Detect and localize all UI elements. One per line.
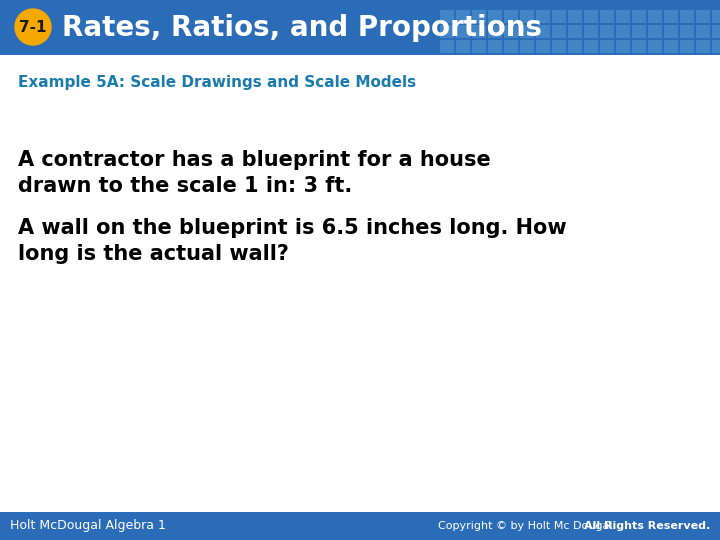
Bar xyxy=(456,25,470,38)
Bar xyxy=(0,512,720,540)
Bar xyxy=(584,40,598,53)
Bar xyxy=(552,10,566,23)
Text: Example 5A: Scale Drawings and Scale Models: Example 5A: Scale Drawings and Scale Mod… xyxy=(18,75,416,90)
Bar xyxy=(648,25,662,38)
Bar xyxy=(440,10,454,23)
Bar xyxy=(504,25,518,38)
Bar xyxy=(680,25,694,38)
Bar xyxy=(504,40,518,53)
Bar xyxy=(712,10,720,23)
Bar xyxy=(568,25,582,38)
Bar xyxy=(520,10,534,23)
Bar xyxy=(680,10,694,23)
Bar xyxy=(632,40,646,53)
Bar xyxy=(536,40,550,53)
Bar xyxy=(616,25,630,38)
Bar xyxy=(664,40,678,53)
Bar xyxy=(696,10,710,23)
Bar xyxy=(440,40,454,53)
Bar xyxy=(536,25,550,38)
Bar xyxy=(680,40,694,53)
Bar xyxy=(616,10,630,23)
Bar xyxy=(440,25,454,38)
Text: Rates, Ratios, and Proportions: Rates, Ratios, and Proportions xyxy=(62,14,542,42)
Text: A wall on the blueprint is 6.5 inches long. How: A wall on the blueprint is 6.5 inches lo… xyxy=(18,218,567,238)
Text: All Rights Reserved.: All Rights Reserved. xyxy=(584,521,710,531)
Bar xyxy=(600,25,614,38)
Bar xyxy=(696,40,710,53)
Bar xyxy=(712,40,720,53)
Bar xyxy=(616,40,630,53)
Bar xyxy=(456,40,470,53)
Bar xyxy=(568,10,582,23)
Bar xyxy=(648,10,662,23)
Bar xyxy=(520,25,534,38)
Bar xyxy=(488,10,502,23)
Bar xyxy=(600,10,614,23)
Bar xyxy=(488,40,502,53)
Bar xyxy=(696,25,710,38)
Bar xyxy=(584,25,598,38)
Text: Copyright © by Holt Mc Dougal.: Copyright © by Holt Mc Dougal. xyxy=(438,521,620,531)
Text: drawn to the scale 1 in: 3 ft.: drawn to the scale 1 in: 3 ft. xyxy=(18,176,352,196)
Bar xyxy=(536,10,550,23)
Text: long is the actual wall?: long is the actual wall? xyxy=(18,244,289,264)
Bar xyxy=(664,25,678,38)
Bar xyxy=(632,10,646,23)
Bar xyxy=(472,25,486,38)
Text: 7-1: 7-1 xyxy=(19,19,47,35)
Bar xyxy=(648,40,662,53)
Bar xyxy=(504,10,518,23)
Bar xyxy=(472,10,486,23)
Bar xyxy=(520,40,534,53)
Bar xyxy=(472,40,486,53)
Bar xyxy=(0,0,720,55)
Bar xyxy=(552,40,566,53)
Bar xyxy=(456,10,470,23)
Bar xyxy=(712,25,720,38)
Bar xyxy=(632,25,646,38)
Bar xyxy=(664,10,678,23)
Circle shape xyxy=(15,9,51,45)
Text: A contractor has a blueprint for a house: A contractor has a blueprint for a house xyxy=(18,150,491,170)
Bar xyxy=(568,40,582,53)
Bar xyxy=(488,25,502,38)
Bar xyxy=(584,10,598,23)
Bar xyxy=(600,40,614,53)
Text: Holt McDougal Algebra 1: Holt McDougal Algebra 1 xyxy=(10,519,166,532)
Bar xyxy=(552,25,566,38)
